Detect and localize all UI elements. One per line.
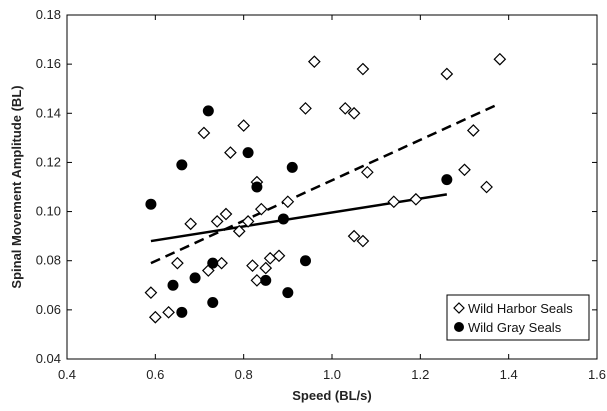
data-point-harbor: [356, 234, 370, 248]
data-point-harbor: [263, 251, 277, 265]
data-point-gray: [176, 159, 188, 171]
legend-diamond-marker: [453, 302, 465, 314]
data-point-harbor: [360, 165, 374, 179]
data-point-harbor: [347, 106, 361, 120]
data-point-harbor: [259, 261, 273, 275]
data-point-harbor: [246, 259, 259, 272]
legend: Wild Harbor Seals Wild Gray Seals: [446, 294, 590, 341]
data-point-gray: [189, 272, 201, 284]
data-point-gray: [167, 279, 179, 291]
y-tick-label: 0.04: [36, 351, 61, 366]
legend-circle-marker: [454, 322, 464, 332]
data-point-harbor: [197, 126, 211, 140]
data-point-harbor: [162, 305, 175, 319]
data-point-harbor: [232, 224, 246, 238]
legend-item-wild-harbor-seals: Wild Harbor Seals: [453, 301, 573, 316]
y-tick-label: 0.10: [36, 204, 61, 219]
y-tick-label: 0.18: [36, 7, 61, 22]
x-tick-label: 1.6: [588, 367, 606, 382]
x-tick-label: 1.0: [323, 367, 341, 382]
y-tick-label: 0.16: [36, 56, 61, 71]
data-point-gray: [441, 174, 453, 186]
data-point-gray: [176, 306, 188, 318]
data-point-harbor: [237, 119, 251, 132]
x-tick-label: 0.4: [58, 367, 76, 382]
y-tick-label: 0.14: [36, 105, 61, 120]
data-point-harbor: [224, 146, 237, 159]
data-point-harbor: [493, 52, 507, 66]
data-point-gray: [282, 287, 294, 299]
data-point-gray: [202, 105, 214, 117]
x-tick-label: 0.8: [235, 367, 253, 382]
y-axis-ticks: 0.04 0.06 0.08 0.10 0.12 0.14 0.16 0.18: [36, 7, 597, 366]
y-tick-label: 0.06: [36, 302, 61, 317]
data-point-harbor: [338, 102, 352, 115]
data-point-harbor: [171, 256, 184, 270]
data-point-gray: [300, 255, 311, 267]
data-point-harbor: [409, 192, 423, 206]
x-tick-label: 1.4: [500, 367, 518, 382]
data-point-harbor: [458, 163, 471, 177]
data-point-harbor: [347, 229, 361, 243]
data-point-harbor: [148, 310, 162, 324]
legend-label-gray: Wild Gray Seals: [468, 320, 562, 335]
data-point-gray: [286, 161, 298, 173]
data-point-harbor: [299, 102, 312, 115]
x-axis-title: Speed (BL/s): [292, 388, 371, 403]
trendline-gray-solid: [150, 193, 448, 243]
legend-item-wild-gray-seals: Wild Gray Seals: [454, 320, 562, 335]
data-point-harbor: [254, 202, 268, 216]
y-tick-label: 0.08: [36, 253, 61, 268]
data-point-harbor: [387, 195, 401, 209]
data-point-harbor: [219, 207, 233, 221]
data-point-gray: [207, 296, 219, 308]
data-point-gray: [145, 198, 157, 210]
data-point-harbor: [480, 180, 493, 194]
legend-box: [446, 294, 590, 341]
data-point-harbor: [440, 67, 454, 81]
y-axis-title: Spinal Movement Amplitude (BL): [9, 85, 24, 288]
data-point-gray: [277, 213, 289, 225]
data-point-gray: [207, 257, 219, 269]
data-point-harbor: [184, 217, 198, 231]
series-wild-gray-seals: [145, 105, 453, 318]
data-point-harbor: [466, 124, 480, 137]
data-point-harbor: [241, 215, 255, 228]
data-point-harbor: [281, 195, 295, 209]
data-point-gray: [242, 147, 254, 159]
data-point-harbor: [144, 286, 158, 300]
legend-label-harbor: Wild Harbor Seals: [468, 301, 573, 316]
y-tick-label: 0.12: [36, 154, 61, 169]
data-point-harbor: [210, 215, 224, 228]
data-point-gray: [260, 274, 272, 286]
data-point-harbor: [307, 55, 321, 69]
x-tick-label: 0.6: [146, 367, 164, 382]
x-tick-label: 1.2: [411, 367, 429, 382]
data-point-harbor: [356, 62, 370, 76]
series-wild-harbor-seals: [144, 52, 507, 324]
data-point-harbor: [272, 249, 286, 263]
data-point-gray: [251, 181, 263, 193]
x-axis-ticks: 0.4 0.6 0.8 1.0 1.2 1.4 1.6: [58, 15, 606, 382]
